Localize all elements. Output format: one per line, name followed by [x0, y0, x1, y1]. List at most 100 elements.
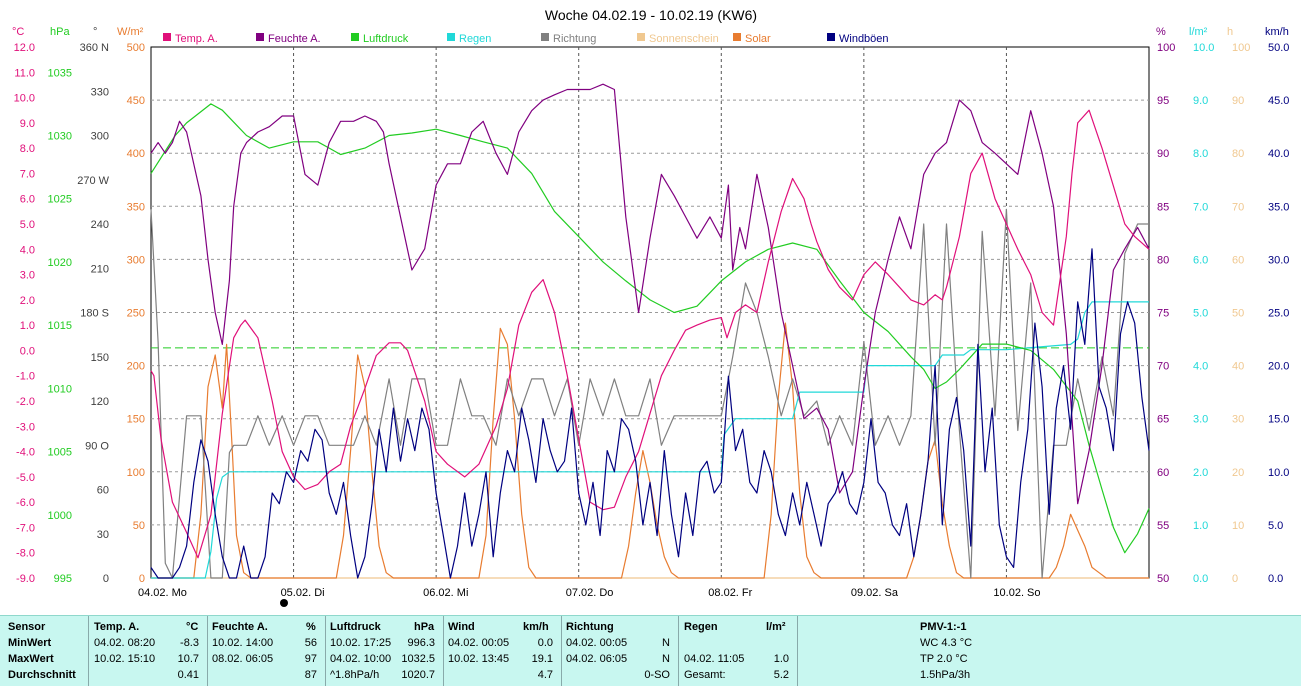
sun-tick-label: 60 [1232, 254, 1244, 266]
legend-swatch [256, 33, 264, 41]
stats-cell-wind-v: 4.7 [537, 669, 553, 681]
dir-tick-label: 30 [97, 529, 109, 541]
stats-divider [678, 616, 679, 686]
temp-tick-label: 4.0 [20, 244, 35, 256]
series-layer [150, 83, 1150, 579]
solar-tick-label: 350 [127, 201, 145, 213]
x-axis: 04.02. Mo 05.02. Di 06.02. Mi 07.02. Do 08.0… [138, 587, 1041, 599]
weather-chart: Woche 04.02.19 - 10.02.19 (KW6) Temp. A.… [12, 7, 1289, 607]
stats-cell-press-v: 1020.7 [401, 669, 435, 681]
stats-header-wind: Wind [448, 621, 475, 633]
stats-cell-label: MinWert [8, 637, 52, 649]
rain-tick-label: 3.0 [1193, 414, 1208, 426]
wind-tick-label: 50.0 [1268, 42, 1289, 54]
stats-header-press-unit: hPa [414, 621, 435, 633]
press-tick-label: 1005 [48, 447, 72, 459]
solar-tick-label: 450 [127, 95, 145, 107]
wind-tick-label: 25.0 [1268, 308, 1289, 320]
wind-unit-label: km/h [1265, 26, 1289, 38]
stats-divider [88, 616, 89, 686]
dir-unit-label: ° [93, 26, 97, 38]
temp-tick-label: -2.0 [16, 396, 35, 408]
stats-cell-dir-v: 0-SO [644, 669, 670, 681]
sun-tick-label: 40 [1232, 361, 1244, 373]
stats-cell-wind-v: 0.0 [537, 637, 553, 649]
sun-tick-label: 10 [1232, 520, 1244, 532]
stats-cell-hum-v: 56 [304, 637, 317, 649]
series-line-solar [151, 322, 1149, 579]
stats-cell-wind-t: 10.02. 13:45 [448, 653, 510, 665]
sun-tick-label: 0 [1232, 573, 1238, 585]
legend-label: Regen [459, 33, 491, 45]
wind-tick-label: 5.0 [1268, 520, 1283, 532]
sun-tick-label: 20 [1232, 467, 1244, 479]
x-tick-label: 07.02. Do [566, 587, 614, 599]
stats-cell-hum-v: 87 [304, 669, 317, 681]
stats-header-rain-unit: l/m² [766, 621, 786, 633]
rain-tick-label: 5.0 [1193, 308, 1208, 320]
x-tick-label: 08.02. Fr [708, 587, 752, 599]
x-tick-label: 05.02. Di [281, 587, 325, 599]
stats-cell-rain-t: 04.02. 11:05 [684, 653, 745, 665]
wind-tick-label: 40.0 [1268, 148, 1289, 160]
rain-unit-label: l/m² [1189, 26, 1208, 38]
sun-unit-label: h [1227, 26, 1233, 38]
temp-tick-label: 12.0 [14, 42, 35, 54]
legend-swatch [637, 33, 645, 41]
rain-tick-label: 0.0 [1193, 573, 1208, 585]
stats-cell-rain-v: 1.0 [773, 653, 789, 665]
stats-cell-temp-v: 10.7 [177, 653, 199, 665]
hum-tick-label: 100 [1157, 42, 1175, 54]
x-tick-label: 10.02. So [993, 587, 1040, 599]
stats-header-press: Luftdruck [330, 621, 381, 633]
stats-header-temp: Temp. A. [94, 621, 140, 633]
temp-tick-label: -6.0 [16, 497, 35, 509]
solar-tick-label: 100 [127, 467, 145, 479]
press-tick-label: 1025 [48, 194, 72, 206]
hum-tick-label: 80 [1157, 254, 1169, 266]
wind-tick-label: 30.0 [1268, 254, 1289, 266]
dir-tick-label: 90 O [85, 440, 109, 452]
dir-tick-label: 360 N [80, 42, 109, 54]
series-line-luftdruck [150, 103, 1150, 554]
temp-tick-label: -1.0 [16, 371, 35, 383]
legend-label: Sonnenschein [649, 33, 719, 45]
hum-unit-label: % [1156, 26, 1166, 38]
wind-tick-label: 20.0 [1268, 361, 1289, 373]
stats-cell-label: MaxWert [8, 653, 54, 665]
stats-header-dir: Richtung [566, 621, 614, 633]
temp-tick-label: 0.0 [20, 345, 35, 357]
stats-header-hum-unit: % [306, 621, 316, 633]
stats-cell-pmv: TP 2.0 °C [920, 653, 968, 665]
press-tick-label: 1030 [48, 131, 72, 143]
temp-tick-label: 11.0 [14, 67, 35, 79]
dir-tick-label: 150 [91, 352, 109, 364]
stats-divider [207, 616, 208, 686]
legend-label: Solar [745, 33, 771, 45]
temp-tick-label: -7.0 [16, 522, 35, 534]
solar-tick-label: 50 [133, 520, 145, 532]
wind-tick-label: 35.0 [1268, 201, 1289, 213]
stats-cell-press-v: 1032.5 [401, 653, 435, 665]
hum-tick-label: 50 [1157, 573, 1169, 585]
press-unit-label: hPa [50, 26, 70, 38]
rain-tick-label: 8.0 [1193, 148, 1208, 160]
sun-tick-label: 80 [1232, 148, 1244, 160]
press-tick-label: 1010 [48, 383, 72, 395]
temp-tick-label: 8.0 [20, 143, 35, 155]
temp-tick-label: 2.0 [20, 295, 35, 307]
temp-tick-label: -9.0 [16, 573, 35, 585]
series-line-temp-a- [150, 109, 1150, 559]
legend: Temp. A. Feuchte A. Luftdruck Regen Richtung… [163, 33, 889, 45]
stats-divider [797, 616, 798, 686]
stats-cell-rain-t: Gesamt: [684, 669, 726, 681]
stats-cell-temp-v: -8.3 [180, 637, 199, 649]
x-tick-label: 09.02. Sa [851, 587, 899, 599]
temp-tick-label: -5.0 [16, 472, 35, 484]
stats-cell-pmv: WC 4.3 °C [920, 637, 973, 649]
stats-cell-wind-t: 04.02. 00:05 [448, 637, 510, 649]
legend-swatch [827, 33, 835, 41]
hum-tick-label: 60 [1157, 467, 1169, 479]
x-tick-label: 06.02. Mi [423, 587, 468, 599]
press-tick-label: 995 [54, 573, 72, 585]
